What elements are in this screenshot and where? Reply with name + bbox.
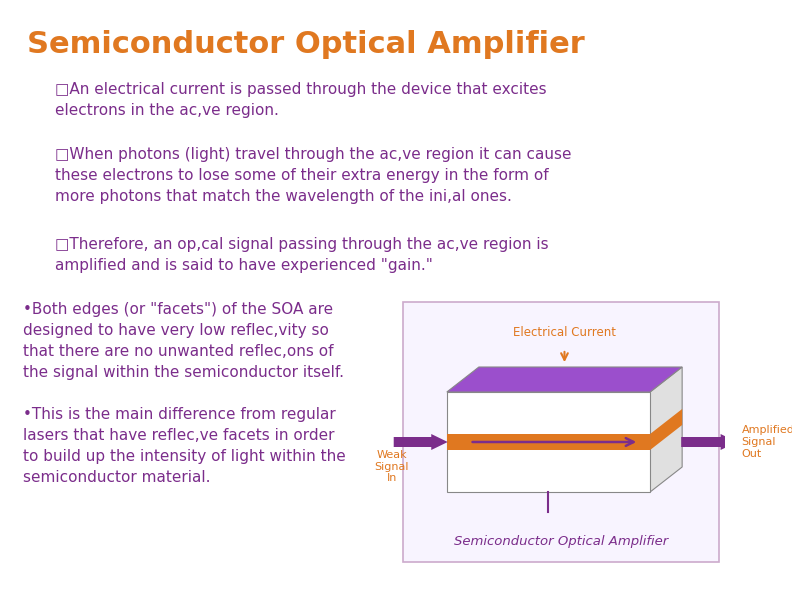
Text: Weak
Signal
In: Weak Signal In: [375, 450, 409, 483]
Text: Amplified
Signal
Out: Amplified Signal Out: [741, 425, 792, 458]
Polygon shape: [394, 434, 447, 450]
Polygon shape: [447, 392, 650, 492]
Polygon shape: [650, 409, 682, 450]
Text: Semiconductor Optical Amplifier: Semiconductor Optical Amplifier: [28, 30, 585, 59]
Text: Electrical Current: Electrical Current: [513, 326, 616, 339]
Text: •Both edges (or "facets") of the SOA are
designed to have very low reflec,vity s: •Both edges (or "facets") of the SOA are…: [23, 302, 344, 380]
Text: □An electrical current is passed through the device that excites
electrons in th: □An electrical current is passed through…: [55, 82, 546, 118]
Polygon shape: [681, 434, 737, 450]
Text: Semiconductor Optical Amplifier: Semiconductor Optical Amplifier: [454, 535, 668, 548]
Text: •This is the main difference from regular
lasers that have reflec,ve facets in o: •This is the main difference from regula…: [23, 407, 345, 485]
FancyBboxPatch shape: [447, 434, 650, 450]
FancyBboxPatch shape: [403, 302, 719, 562]
Polygon shape: [447, 367, 682, 392]
Text: □When photons (light) travel through the ac,ve region it can cause
these electro: □When photons (light) travel through the…: [55, 147, 572, 204]
Text: □Therefore, an op,cal signal passing through the ac,ve region is
amplified and i: □Therefore, an op,cal signal passing thr…: [55, 237, 549, 273]
Polygon shape: [650, 367, 682, 492]
